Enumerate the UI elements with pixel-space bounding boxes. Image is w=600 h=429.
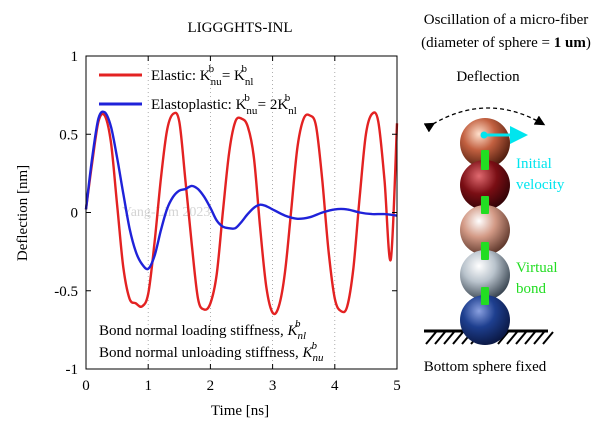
initial-velocity-label-line1: Initial (516, 156, 552, 172)
x-tick-label-3: 3 (269, 378, 277, 394)
x-tick-label-1: 1 (144, 378, 152, 394)
schematic-title-line1: Oscillation of a micro-fiber (424, 12, 589, 28)
legend-entry-elastoplastic: Elastoplastic: Knub = 2Knlb (151, 92, 297, 117)
y-axis-label: Deflection [nm] (15, 165, 31, 261)
chart-grid (147, 56, 336, 369)
y-tick-label-4: 1 (71, 49, 79, 65)
y-tick-label-1: -0.5 (54, 284, 78, 300)
series-line-elastic (84, 111, 399, 316)
series-layer (84, 110, 399, 316)
sphere-bottom-fixed (460, 295, 510, 345)
y-tick-label-2: 0 (71, 206, 79, 222)
x-axis-label: Time [ns] (211, 403, 269, 419)
series-line-elastoplastic (84, 110, 398, 271)
annotation-loading-stiffness: Bond normal loading stiffness, Knlb (99, 318, 306, 342)
stiffness-annotation: Bond normal loading stiffness, Knlb Bond… (99, 318, 324, 364)
y-tick-label-0: -1 (66, 362, 79, 378)
y-tick-label-3: 0.5 (59, 127, 78, 143)
deflection-label: Deflection (456, 69, 520, 85)
virtual-bond-label-line2: bond (516, 281, 547, 297)
deflection-arc-arrow (423, 107, 546, 133)
x-tick-label-0: 0 (82, 378, 90, 394)
chart-title: LIGGGHTS-INL (188, 20, 293, 36)
x-tick-label-5: 5 (393, 378, 401, 394)
initial-velocity-label-line2: velocity (516, 177, 565, 193)
sphere-2 (460, 160, 510, 210)
virtual-bond-label-line1: Virtual (516, 260, 558, 276)
legend: Elastic: Knub = Knlb Elastoplastic: Knub… (99, 63, 297, 117)
x-tick-label-4: 4 (331, 378, 339, 394)
annotation-unloading-stiffness: Bond normal unloading stiffness, Knub (99, 340, 324, 364)
axis-ticks: 0 1 2 3 4 5 -1 -0.5 0 0.5 1 (54, 49, 401, 394)
sphere-3 (460, 205, 510, 255)
virtual-bonds (481, 150, 489, 305)
x-tick-label-2: 2 (207, 378, 215, 394)
bottom-sphere-label: Bottom sphere fixed (424, 359, 547, 375)
sphere-4 (460, 250, 510, 300)
schematic-title-line2: (diameter of sphere = 1 um) (421, 35, 591, 51)
legend-entry-elastic: Elastic: Knub = Knlb (151, 63, 253, 88)
sphere-top (460, 118, 510, 168)
